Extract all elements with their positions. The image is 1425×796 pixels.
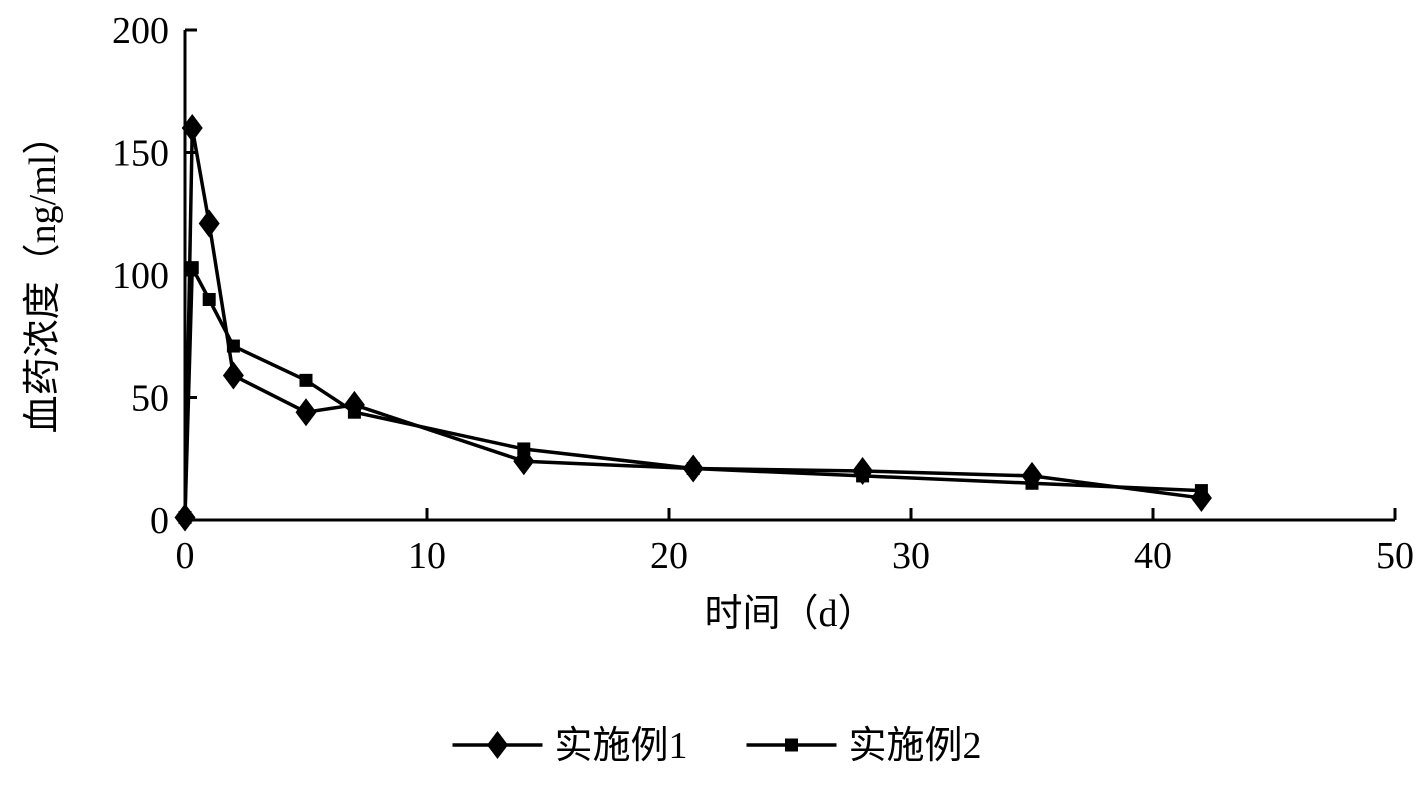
y-tick-label: 100 <box>112 255 169 297</box>
square-marker-icon <box>785 739 798 752</box>
square-marker-icon <box>300 374 313 387</box>
square-marker-icon <box>203 293 216 306</box>
y-tick-label: 50 <box>131 378 169 420</box>
x-tick-label: 20 <box>650 535 688 577</box>
x-tick-label: 50 <box>1376 535 1414 577</box>
y-axis-label: 血药浓度（ng/ml） <box>22 117 64 434</box>
diamond-marker-icon <box>487 731 508 759</box>
square-marker-icon <box>348 406 361 419</box>
diamond-marker-icon <box>223 361 244 389</box>
square-marker-icon <box>687 462 700 475</box>
square-marker-icon <box>1026 477 1039 490</box>
chart-container: 0 10 20 30 40 50 0 50 100 150 200 时间（d） 血药浓度（ng/ml） 实… <box>0 0 1425 796</box>
y-tick-label: 200 <box>112 10 169 52</box>
square-marker-icon <box>1195 484 1208 497</box>
legend-label: 实施例1 <box>555 725 688 767</box>
x-tick-label: 30 <box>892 535 930 577</box>
diamond-marker-icon <box>296 398 317 426</box>
x-tick-label: 10 <box>408 535 446 577</box>
square-marker-icon <box>856 469 869 482</box>
x-tick-label: 0 <box>176 535 195 577</box>
square-marker-icon <box>186 261 199 274</box>
square-marker-icon <box>179 511 192 524</box>
square-marker-icon <box>517 442 530 455</box>
x-axis-label: 时间（d） <box>704 593 875 635</box>
diamond-marker-icon <box>199 210 220 238</box>
x-tick-label: 40 <box>1134 535 1172 577</box>
y-tick-label: 0 <box>150 500 169 542</box>
y-tick-label: 150 <box>112 133 169 175</box>
line-chart: 0 10 20 30 40 50 0 50 100 150 200 时间（d） 血药浓度（ng/ml） 实… <box>0 0 1425 796</box>
legend-label: 实施例2 <box>849 725 982 767</box>
square-marker-icon <box>227 340 240 353</box>
